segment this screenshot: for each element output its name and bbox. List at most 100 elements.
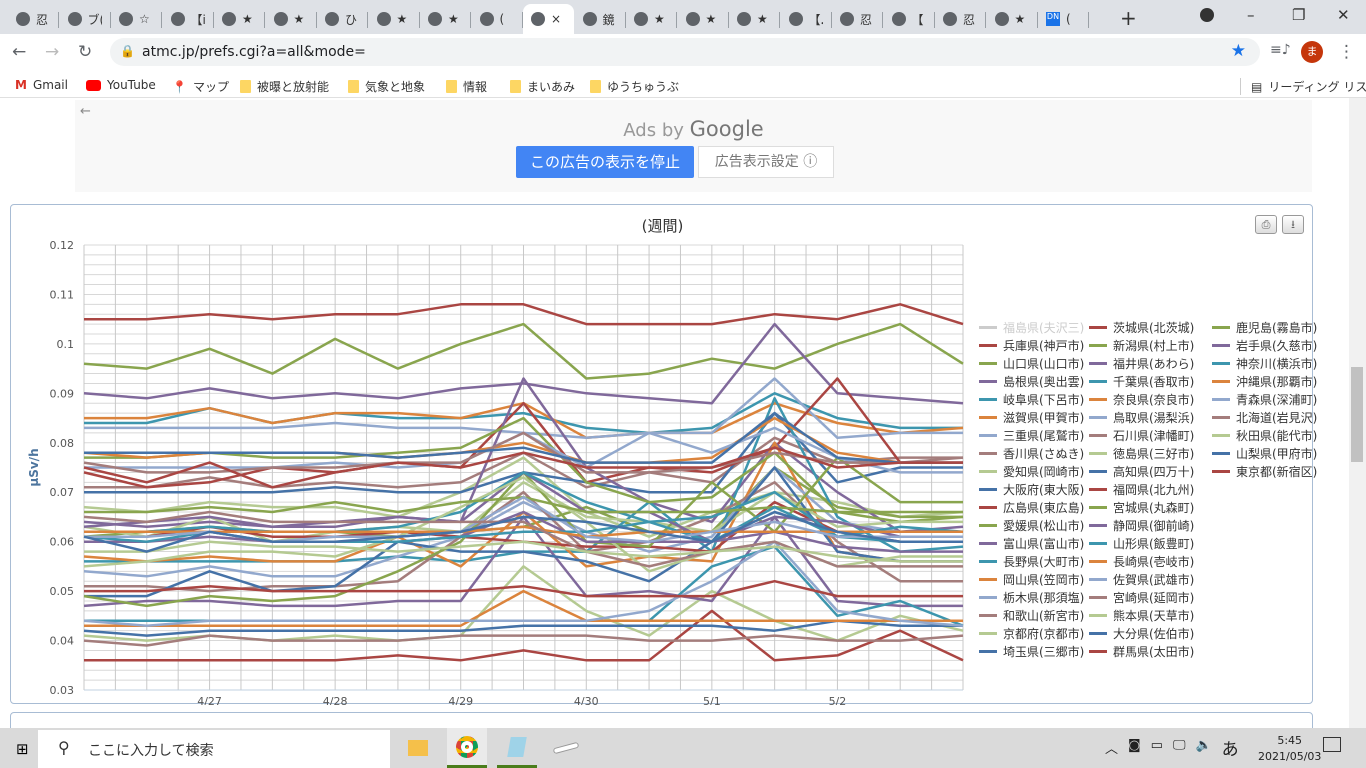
minimize-button[interactable]: – — [1247, 6, 1255, 24]
bookmark-youtube[interactable]: YouTube — [86, 78, 156, 92]
browser-tab[interactable]: 忍 — [832, 4, 883, 34]
legend-item[interactable]: 神奈川(横浜市) — [1212, 355, 1317, 372]
browser-tab[interactable]: ひ — [317, 4, 368, 34]
windows-start-button[interactable]: ⊞ — [16, 740, 29, 758]
legend-item[interactable]: 大分県(佐伯市) — [1089, 625, 1194, 642]
legend-item[interactable]: 長野県(大町市) — [979, 553, 1084, 570]
legend-item[interactable]: 山梨県(甲府市) — [1212, 445, 1317, 462]
battery-icon[interactable]: ▭ — [1150, 738, 1163, 753]
bookmark-folder[interactable]: 気象と地象 — [348, 78, 425, 95]
browser-tab[interactable]: 忍 — [935, 4, 986, 34]
legend-item[interactable]: 大阪府(東大阪) — [979, 481, 1084, 498]
browser-tab[interactable]: ( — [472, 4, 523, 34]
legend-item[interactable]: 北海道(岩見沢) — [1212, 409, 1317, 426]
legend-item[interactable]: 滋賀県(甲賀市) — [979, 409, 1084, 426]
close-tab-button[interactable]: × — [551, 12, 562, 26]
bookmark-folder[interactable]: まいあみ — [510, 78, 575, 95]
legend-item[interactable]: 東京都(新宿区) — [1212, 463, 1317, 480]
browser-tab[interactable]: ★ — [987, 4, 1038, 34]
network-icon[interactable]: 🖵 — [1172, 738, 1186, 753]
ime-indicator[interactable]: あ — [1221, 740, 1239, 760]
notepad-icon[interactable] — [497, 728, 537, 768]
legend-item[interactable]: 兵庫県(神戸市) — [979, 337, 1084, 354]
legend-item[interactable]: 新潟県(村上市) — [1089, 337, 1194, 354]
browser-tab[interactable]: ★ — [369, 4, 420, 34]
menu-button[interactable]: ⋮ — [1338, 42, 1355, 62]
bookmark-folder[interactable]: ゆうちゅうぶ — [590, 78, 679, 95]
bookmark-folder[interactable]: 被曝と放射能 — [240, 78, 329, 95]
tab-active[interactable]: × — [523, 4, 574, 34]
legend-item[interactable]: 茨城県(北茨城) — [1089, 319, 1194, 336]
legend-item[interactable]: 和歌山(新宮市) — [979, 607, 1084, 624]
scrollbar-thumb[interactable] — [1351, 367, 1363, 462]
back-arrow-icon[interactable]: ← — [80, 104, 91, 119]
legend-item[interactable]: 佐賀県(武雄市) — [1089, 571, 1194, 588]
browser-tab[interactable]: ★ — [678, 4, 729, 34]
profile-avatar[interactable]: ま — [1301, 41, 1323, 63]
browser-tab[interactable]: DN ( — [1038, 4, 1089, 34]
reading-list-button[interactable]: ▤ リーディング リスト — [1240, 78, 1366, 95]
legend-item[interactable]: 静岡県(御前崎) — [1089, 517, 1194, 534]
browser-tab[interactable]: ★ — [420, 4, 471, 34]
legend-item[interactable]: 福井県(あわら) — [1089, 355, 1194, 372]
legend-item[interactable]: 愛知県(岡崎市) — [979, 463, 1084, 480]
legend-item[interactable]: 埼玉県(三郷市) — [979, 643, 1084, 660]
legend-item[interactable]: 愛媛県(松山市) — [979, 517, 1084, 534]
url-text[interactable]: atmc.jp/prefs.cgi?a=all&mode= — [142, 44, 366, 60]
legend-item[interactable]: 京都府(京都市) — [979, 625, 1084, 642]
legend-item[interactable]: 富山県(富山市) — [979, 535, 1084, 552]
legend-item[interactable]: 山口県(山口市) — [979, 355, 1084, 372]
notification-icon[interactable] — [1323, 737, 1341, 752]
legend-item[interactable]: 群馬県(太田市) — [1089, 643, 1194, 660]
app-icon[interactable] — [546, 728, 586, 768]
browser-tab[interactable]: 鏡 — [575, 4, 626, 34]
legend-item[interactable]: 鹿児島(霧島市) — [1212, 319, 1317, 336]
legend-item[interactable]: 三重県(尾鷲市) — [979, 427, 1084, 444]
page-scrollbar[interactable] — [1349, 98, 1366, 728]
taskbar-search[interactable]: ⚲ ここに入力して検索 — [38, 730, 390, 768]
legend-item[interactable]: 宮城県(丸森町) — [1089, 499, 1194, 516]
browser-tab[interactable]: 【i — [163, 4, 214, 34]
legend-item[interactable]: 長崎県(壱岐市) — [1089, 553, 1194, 570]
legend-item[interactable]: 徳島県(三好市) — [1089, 445, 1194, 462]
legend-item[interactable]: 千葉県(香取市) — [1089, 373, 1194, 390]
legend-item[interactable]: 高知県(四万十) — [1089, 463, 1194, 480]
download-button[interactable]: ⭳ — [1282, 215, 1304, 234]
legend-item[interactable]: 島根県(奥出雲) — [979, 373, 1084, 390]
back-button[interactable]: ← — [12, 42, 27, 62]
legend-item[interactable]: 福岡県(北九州) — [1089, 481, 1194, 498]
bookmark-gmail[interactable]: M Gmail — [15, 78, 68, 92]
chrome-taskbar-icon[interactable] — [447, 728, 487, 768]
bookmark-star-icon[interactable]: ★ — [1230, 41, 1246, 61]
legend-item[interactable]: 鳥取県(湯梨浜) — [1089, 409, 1194, 426]
browser-tab[interactable]: 【♪ — [781, 4, 832, 34]
legend-item[interactable]: 岡山県(笠岡市) — [979, 571, 1084, 588]
media-control-icon[interactable]: ≡♪ — [1270, 42, 1291, 58]
stop-ad-button[interactable]: この広告の表示を停止 — [516, 146, 694, 178]
tray-expand-icon[interactable]: ︿ — [1105, 742, 1119, 757]
new-tab-button[interactable]: + — [1120, 6, 1137, 30]
legend-item[interactable]: 秋田県(能代市) — [1212, 427, 1317, 444]
browser-tab[interactable]: 【 — [884, 4, 935, 34]
browser-tab[interactable]: 忍 — [8, 4, 59, 34]
legend-item[interactable]: 青森県(深浦町) — [1212, 391, 1317, 408]
bookmark-folder[interactable]: 情報 — [446, 78, 487, 95]
volume-icon[interactable]: 🔈 — [1195, 738, 1212, 753]
browser-tab[interactable]: ★ — [626, 4, 677, 34]
browser-tab[interactable]: ★ — [729, 4, 780, 34]
legend-item[interactable]: 岩手県(久慈市) — [1212, 337, 1317, 354]
camera-icon[interactable]: ◙ — [1128, 738, 1141, 753]
browser-tab[interactable]: ★ — [266, 4, 317, 34]
legend-item[interactable]: 岐阜県(下呂市) — [979, 391, 1084, 408]
legend-item[interactable]: 熊本県(天草市) — [1089, 607, 1194, 624]
reload-button[interactable]: ↻ — [78, 42, 93, 62]
address-bar[interactable]: 🔒 atmc.jp/prefs.cgi?a=all&mode= ★ — [110, 38, 1260, 66]
legend-item[interactable]: 広島県(東広島) — [979, 499, 1084, 516]
bookmark-maps[interactable]: 📍 マップ — [172, 78, 229, 95]
ad-settings-button[interactable]: 広告表示設定 ⓘ — [698, 146, 834, 178]
file-explorer-icon[interactable] — [398, 728, 438, 768]
browser-tab[interactable]: ★ — [214, 4, 265, 34]
forward-button[interactable]: → — [45, 42, 60, 62]
legend-item[interactable]: 宮崎県(延岡市) — [1089, 589, 1194, 606]
legend-item[interactable]: 石川県(津幡町) — [1089, 427, 1194, 444]
